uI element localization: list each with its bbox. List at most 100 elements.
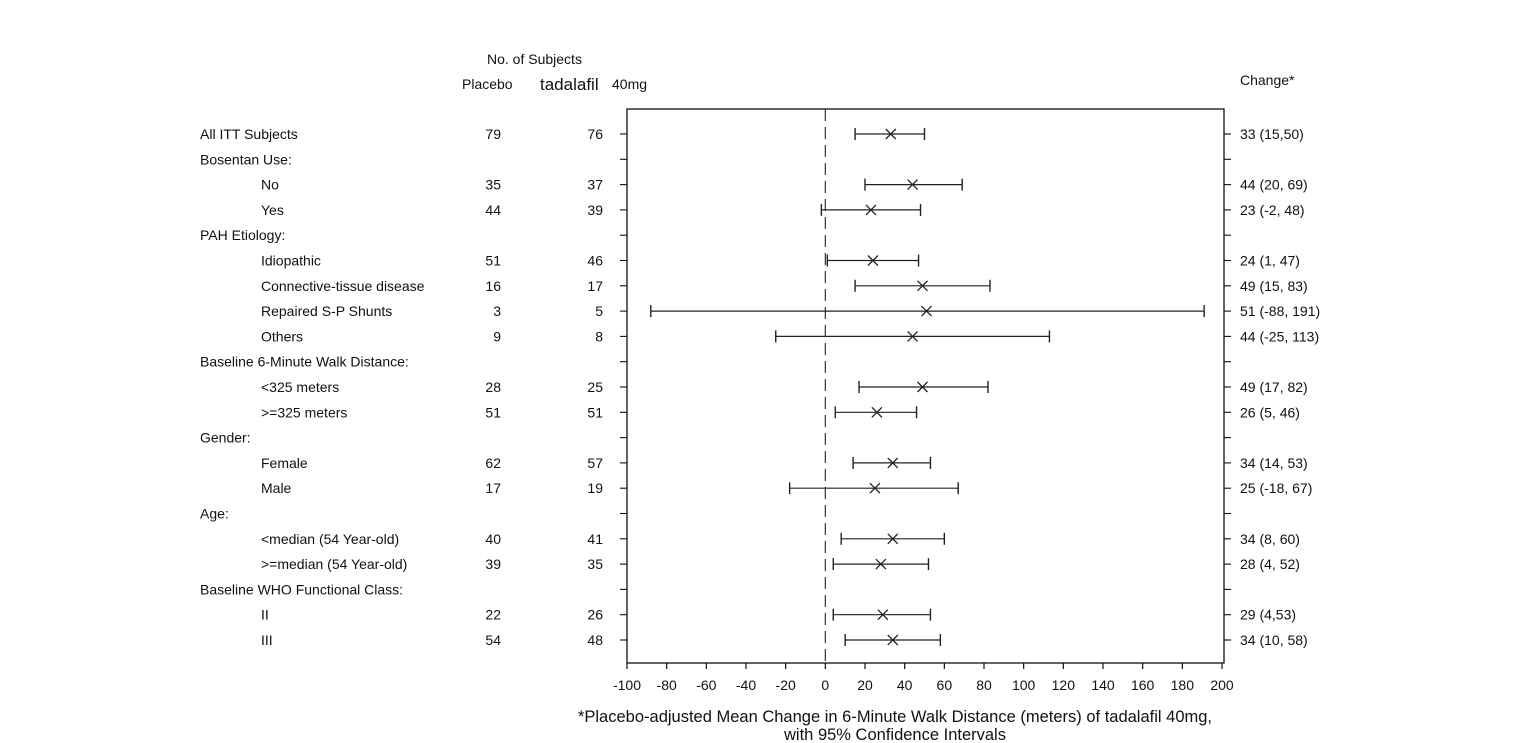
subgroup-label: <median (54 Year-old) — [261, 531, 399, 547]
x-tick-label: -40 — [736, 677, 756, 693]
subgroup-label: >=325 meters — [261, 404, 347, 420]
placebo-count: 9 — [493, 328, 501, 344]
change-ci-label: 49 (15, 83) — [1240, 278, 1308, 294]
tadalafil-count: 39 — [587, 202, 603, 218]
subgroup-label: Repaired S-P Shunts — [261, 303, 392, 319]
group-header: Gender: — [200, 430, 251, 446]
x-tick-label: 140 — [1091, 677, 1115, 693]
tadalafil-count: 51 — [587, 404, 603, 420]
change-ci-label: 29 (4,53) — [1240, 607, 1296, 623]
x-tick-label: 40 — [897, 677, 913, 693]
tadalafil-count: 5 — [595, 303, 603, 319]
point-estimate-marker — [885, 128, 897, 140]
change-ci-label: 34 (10, 58) — [1240, 632, 1308, 648]
header-change: Change* — [1240, 72, 1295, 88]
change-ci-label: 44 (-25, 113) — [1240, 328, 1319, 344]
placebo-count: 51 — [485, 404, 501, 420]
placebo-count: 22 — [485, 607, 501, 623]
placebo-count: 35 — [485, 177, 501, 193]
point-estimate-marker — [887, 533, 899, 545]
change-ci-label: 34 (8, 60) — [1240, 531, 1300, 547]
subgroup-label: Idiopathic — [261, 253, 321, 269]
group-header: Baseline 6-Minute Walk Distance: — [200, 354, 409, 370]
group-header: Bosentan Use: — [200, 151, 292, 167]
x-tick-label: 100 — [1012, 677, 1036, 693]
change-ci-label: 51 (-88, 191) — [1240, 303, 1320, 319]
tadalafil-count: 35 — [587, 556, 603, 572]
point-estimate-marker — [907, 330, 919, 342]
x-tick-label: -100 — [613, 677, 641, 693]
tadalafil-count: 25 — [587, 379, 603, 395]
change-ci-label: 24 (1, 47) — [1240, 253, 1300, 269]
tadalafil-count: 37 — [587, 177, 603, 193]
tadalafil-count: 8 — [595, 328, 603, 344]
point-estimate-marker — [907, 179, 919, 191]
plot-frame — [626, 108, 1225, 664]
change-ci-label: 33 (15,50) — [1240, 126, 1304, 142]
point-estimate-marker — [887, 457, 899, 469]
placebo-count: 62 — [485, 455, 501, 471]
x-axis-label-line2: with 95% Confidence Intervals — [783, 726, 1006, 743]
subgroup-label: II — [261, 607, 269, 623]
x-tick-label: 0 — [821, 677, 829, 693]
x-tick-label: -20 — [776, 677, 796, 693]
tadalafil-count: 41 — [587, 531, 603, 547]
placebo-count: 39 — [485, 556, 501, 572]
subgroup-label: >=median (54 Year-old) — [261, 556, 407, 572]
point-estimate-marker — [865, 204, 877, 216]
point-estimate-marker — [869, 482, 881, 494]
placebo-count: 54 — [485, 632, 501, 648]
point-estimate-marker — [877, 609, 889, 621]
subgroup-label: III — [261, 632, 273, 648]
subgroup-label: No — [261, 177, 279, 193]
placebo-count: 17 — [485, 480, 501, 496]
group-header: PAH Etiology: — [200, 227, 285, 243]
x-tick-label: -80 — [657, 677, 677, 693]
placebo-count: 79 — [485, 126, 501, 142]
group-header: Baseline WHO Functional Class: — [200, 581, 403, 597]
change-ci-label: 44 (20, 69) — [1240, 177, 1308, 193]
tadalafil-count: 19 — [587, 480, 603, 496]
subgroup-label: Yes — [261, 202, 284, 218]
x-tick-label: 120 — [1052, 677, 1076, 693]
x-tick-label: 20 — [857, 677, 873, 693]
change-ci-label: 49 (17, 82) — [1240, 379, 1308, 395]
subgroup-label: Connective-tissue disease — [261, 278, 425, 294]
tadalafil-count: 17 — [587, 278, 603, 294]
placebo-count: 40 — [485, 531, 501, 547]
subgroup-label: Male — [261, 480, 292, 496]
subgroup-label: Others — [261, 328, 303, 344]
x-tick-label: 200 — [1210, 677, 1234, 693]
point-estimate-marker — [917, 280, 928, 292]
point-estimate-marker — [921, 305, 932, 317]
group-header: All ITT Subjects — [200, 126, 298, 142]
header-placebo: Placebo — [462, 76, 513, 92]
change-ci-label: 34 (14, 53) — [1240, 455, 1308, 471]
x-tick-label: 180 — [1171, 677, 1195, 693]
group-header: Age: — [200, 506, 229, 522]
point-estimate-marker — [917, 381, 928, 393]
x-tick-label: -60 — [696, 677, 716, 693]
header-subjects: No. of Subjects — [487, 51, 582, 67]
header-drug: tadalafil — [540, 75, 599, 94]
tadalafil-count: 76 — [587, 126, 603, 142]
tadalafil-count: 48 — [587, 632, 603, 648]
placebo-count: 51 — [485, 253, 501, 269]
placebo-count: 28 — [485, 379, 501, 395]
tadalafil-count: 26 — [587, 607, 603, 623]
header-dose: 40mg — [612, 76, 647, 92]
tadalafil-count: 57 — [587, 455, 603, 471]
placebo-count: 44 — [485, 202, 501, 218]
change-ci-label: 26 (5, 46) — [1240, 404, 1300, 420]
x-tick-label: 60 — [937, 677, 953, 693]
point-estimate-marker — [887, 634, 899, 646]
placebo-count: 3 — [493, 303, 501, 319]
change-ci-label: 23 (-2, 48) — [1240, 202, 1305, 218]
change-ci-label: 28 (4, 52) — [1240, 556, 1300, 572]
x-tick-label: 160 — [1131, 677, 1155, 693]
point-estimate-marker — [871, 406, 883, 418]
subgroup-label: <325 meters — [261, 379, 339, 395]
x-axis-label-line1: *Placebo-adjusted Mean Change in 6-Minut… — [578, 708, 1212, 726]
change-ci-label: 25 (-18, 67) — [1240, 480, 1312, 496]
